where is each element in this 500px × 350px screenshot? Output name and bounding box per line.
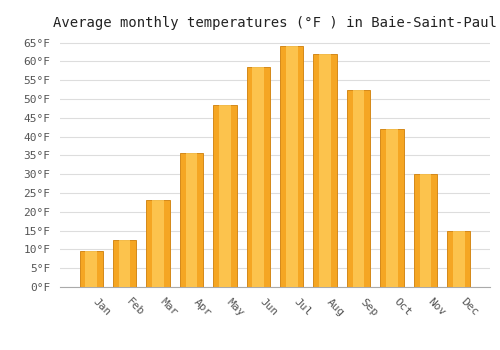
Bar [86, 251, 97, 287]
Bar [180, 154, 203, 287]
Bar [280, 46, 303, 287]
Bar [420, 174, 431, 287]
Bar [219, 105, 230, 287]
Bar [213, 105, 236, 287]
Bar [347, 90, 370, 287]
Bar [286, 46, 298, 287]
Bar [386, 129, 398, 287]
Bar [186, 154, 198, 287]
Title: Average monthly temperatures (°F ) in Baie-Saint-Paul: Average monthly temperatures (°F ) in Ba… [53, 16, 497, 30]
Bar [447, 231, 470, 287]
Bar [380, 129, 404, 287]
Bar [320, 54, 331, 287]
Bar [414, 174, 437, 287]
Bar [119, 240, 130, 287]
Bar [146, 201, 170, 287]
Bar [252, 67, 264, 287]
Bar [246, 67, 270, 287]
Bar [80, 251, 103, 287]
Bar [113, 240, 136, 287]
Bar [152, 201, 164, 287]
Bar [352, 90, 364, 287]
Bar [453, 231, 464, 287]
Bar [314, 54, 337, 287]
